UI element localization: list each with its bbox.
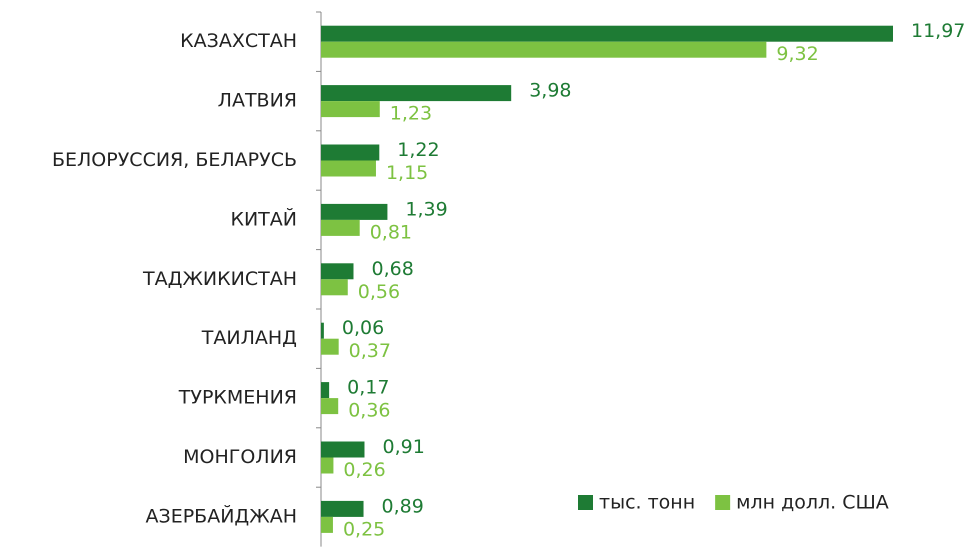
value-label: 0,81 bbox=[370, 221, 412, 243]
bar bbox=[321, 101, 380, 118]
value-label: 0,36 bbox=[348, 400, 390, 422]
value-label: 0,89 bbox=[382, 495, 424, 517]
legend-label: млн долл. США bbox=[736, 492, 889, 514]
value-label: 0,91 bbox=[382, 436, 424, 458]
bar bbox=[321, 203, 388, 220]
value-label: 1,39 bbox=[405, 198, 447, 220]
bar bbox=[321, 25, 893, 42]
value-label: 11,97 bbox=[911, 20, 965, 42]
bar bbox=[321, 219, 360, 236]
bar bbox=[321, 160, 376, 177]
category-label: КАЗАХСТАН bbox=[180, 30, 297, 52]
bar bbox=[321, 516, 333, 533]
category-label: АЗЕРБАЙДЖАН bbox=[146, 504, 297, 527]
category-label: ТАИЛАНД bbox=[201, 327, 297, 349]
value-label: 9,32 bbox=[776, 43, 818, 65]
value-label: 0,26 bbox=[343, 459, 385, 481]
bar bbox=[321, 322, 324, 339]
bar bbox=[321, 441, 365, 458]
value-label: 0,17 bbox=[347, 377, 389, 399]
category-label: ТАДЖИКИСТАН bbox=[142, 268, 297, 290]
legend-swatch bbox=[715, 495, 731, 510]
bar bbox=[321, 338, 339, 355]
category-label: ТУРКМЕНИЯ bbox=[178, 387, 297, 409]
bar bbox=[321, 144, 380, 161]
bar bbox=[321, 263, 354, 280]
bar bbox=[321, 41, 767, 58]
value-label: 0,37 bbox=[349, 340, 391, 362]
category-label: КИТАЙ bbox=[230, 207, 297, 230]
bar bbox=[321, 382, 330, 399]
bar bbox=[321, 457, 334, 474]
bar bbox=[321, 500, 364, 517]
legend-label: тыс. тонн bbox=[599, 492, 695, 514]
bar bbox=[321, 279, 348, 296]
legend-swatch bbox=[578, 495, 593, 510]
value-label: 1,23 bbox=[390, 103, 432, 125]
value-label: 1,15 bbox=[386, 162, 428, 184]
category-label: ЛАТВИЯ bbox=[218, 90, 297, 112]
category-label: БЕЛОРУССИЯ, БЕЛАРУСЬ bbox=[52, 149, 297, 171]
value-label: 1,22 bbox=[397, 139, 439, 161]
value-label: 3,98 bbox=[529, 80, 571, 102]
value-label: 0,25 bbox=[343, 518, 385, 540]
bar bbox=[321, 398, 339, 415]
value-label: 0,56 bbox=[358, 281, 400, 303]
bar bbox=[321, 85, 512, 102]
value-label: 0,06 bbox=[342, 317, 384, 339]
category-label: МОНГОЛИЯ bbox=[183, 446, 297, 468]
value-label: 0,68 bbox=[371, 258, 413, 280]
